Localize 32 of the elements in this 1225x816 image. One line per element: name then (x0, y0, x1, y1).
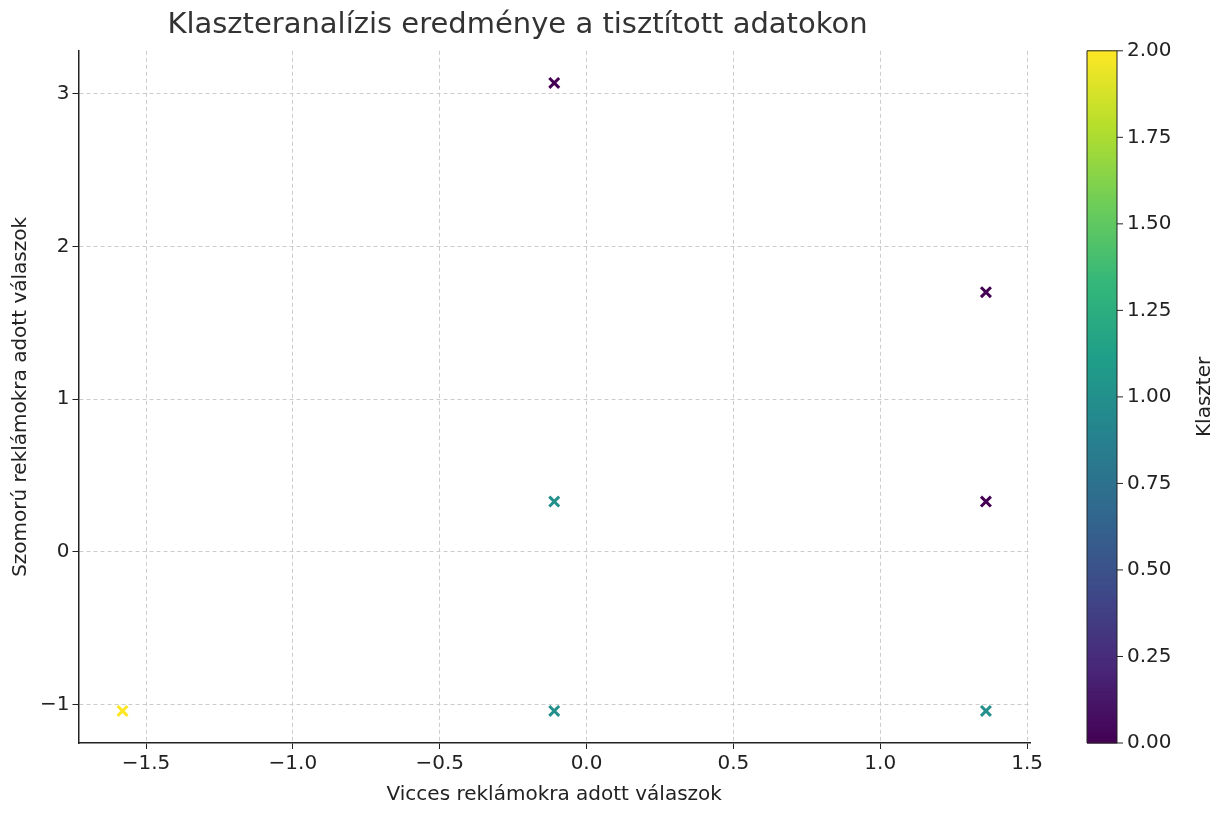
color-bar-label: 0.00 (1127, 729, 1172, 754)
color-bar-label: 1.50 (1127, 210, 1172, 235)
chart-title: Klaszteranalízis eredménye a tisztított adatokon (167, 5, 868, 40)
color-bar-label: 1.25 (1127, 296, 1172, 321)
color-bar-label: 1.00 (1127, 383, 1172, 408)
x-tick-label: 0.0 (570, 750, 603, 775)
x-tick-label: 0.5 (717, 750, 750, 775)
x-axis-title: Vicces reklámokra adott válaszok (386, 781, 723, 806)
x-tick-label: 1.0 (864, 750, 897, 775)
color-bar-label: 2.00 (1127, 37, 1172, 61)
point (979, 704, 993, 718)
point (979, 495, 993, 509)
color-bar-title: Klaszter (1191, 356, 1216, 438)
color-bar-label: 0.50 (1127, 556, 1172, 581)
x-tick-label: −1.5 (121, 750, 171, 775)
point (979, 285, 993, 299)
x-tick-label: −0.5 (415, 750, 464, 775)
point (547, 76, 561, 90)
y-tick-label: 1 (56, 385, 70, 410)
x-tick-label: −1.0 (268, 750, 318, 775)
point (547, 495, 561, 509)
y-tick-label: 0 (56, 538, 70, 563)
color-bar-label: 0.75 (1127, 469, 1172, 494)
y-tick-label: 2 (56, 232, 70, 257)
y-tick-label: −1 (40, 691, 70, 715)
y-tick-label: 3 (56, 79, 70, 104)
y-axis-title: Szomorú reklámokra adott válaszok (7, 216, 32, 577)
color-bar-label: 0.25 (1127, 642, 1172, 667)
point (116, 704, 129, 718)
point (547, 704, 561, 718)
color-bar-label: 1.75 (1127, 123, 1172, 148)
x-tick-label: 1.5 (1011, 750, 1043, 775)
